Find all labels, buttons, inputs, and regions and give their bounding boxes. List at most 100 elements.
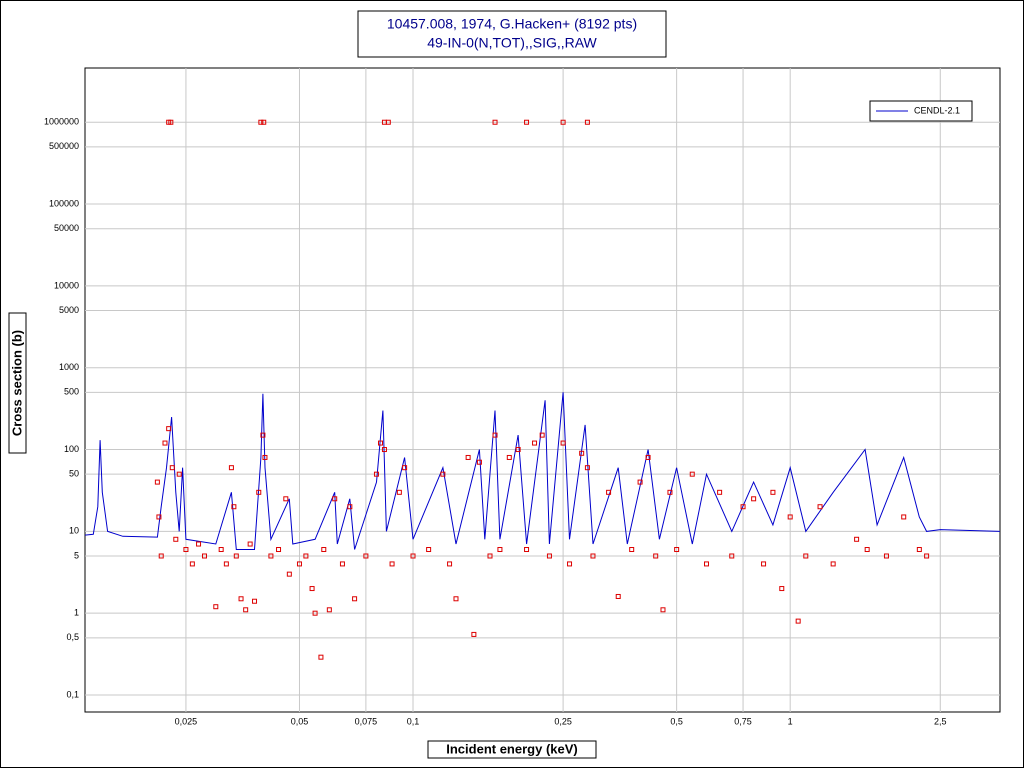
x-axis-label: Incident energy (keV) <box>446 741 577 756</box>
data-point <box>487 553 493 559</box>
data-point <box>660 607 666 613</box>
data-point <box>717 489 723 495</box>
data-point <box>276 547 282 553</box>
data-point <box>389 561 395 567</box>
data-point <box>447 561 453 567</box>
title-box <box>357 10 667 58</box>
data-point <box>326 607 332 613</box>
data-point <box>803 553 809 559</box>
data-point <box>261 119 267 125</box>
data-point <box>332 496 338 502</box>
data-point <box>615 593 621 599</box>
data-point <box>497 547 503 553</box>
data-point <box>385 119 391 125</box>
data-point <box>916 547 922 553</box>
data-point <box>471 631 477 637</box>
data-point <box>363 553 369 559</box>
x-tick-label: 2,5 <box>934 716 947 726</box>
y-tick-label: 0,5 <box>66 632 79 642</box>
data-point <box>231 504 237 510</box>
data-point <box>795 618 801 624</box>
x-tick-label: 0,25 <box>554 716 572 726</box>
y-tick-label: 1000000 <box>44 117 79 127</box>
data-point <box>524 547 530 553</box>
data-point <box>378 440 384 446</box>
data-point <box>506 454 512 460</box>
data-point <box>309 586 315 592</box>
y-tick-label: 50000 <box>54 223 79 233</box>
data-point <box>704 561 710 567</box>
data-point <box>560 119 566 125</box>
data-point <box>492 432 498 438</box>
data-point <box>396 489 402 495</box>
data-point <box>318 654 324 660</box>
data-point <box>740 504 746 510</box>
data-point <box>381 447 387 453</box>
data-point <box>854 536 860 542</box>
data-point <box>729 553 735 559</box>
data-point <box>321 547 327 553</box>
data-point <box>283 496 289 502</box>
data-point <box>183 547 189 553</box>
data-point <box>373 471 379 477</box>
data-point <box>196 541 202 547</box>
data-point <box>243 607 249 613</box>
data-point <box>201 553 207 559</box>
plot <box>85 119 1000 660</box>
data-point <box>247 541 253 547</box>
data-point <box>751 496 757 502</box>
x-tick-label: 0,075 <box>355 716 378 726</box>
data-point <box>817 504 823 510</box>
data-point <box>476 459 482 465</box>
data-point <box>546 553 552 559</box>
data-point <box>352 596 358 602</box>
y-tick-label: 0,1 <box>66 689 79 699</box>
y-tick-label: 500000 <box>49 141 79 151</box>
data-point <box>689 471 695 477</box>
data-point <box>440 471 446 477</box>
data-point <box>262 454 268 460</box>
data-point <box>268 553 274 559</box>
data-point <box>168 119 174 125</box>
data-point <box>590 553 596 559</box>
data-point <box>312 610 318 616</box>
data-point <box>515 447 521 453</box>
data-point <box>761 561 767 567</box>
data-point <box>584 465 590 471</box>
y-label-box <box>8 312 27 454</box>
y-axis-label: Cross section (b) <box>9 330 24 436</box>
data-point <box>567 561 573 567</box>
y-tick-label: 100 <box>64 444 79 454</box>
data-point <box>667 489 673 495</box>
x-tick-label: 1 <box>788 716 793 726</box>
data-point <box>924 553 930 559</box>
data-point <box>238 596 244 602</box>
data-point <box>883 553 889 559</box>
data-point <box>402 465 408 471</box>
data-point <box>539 432 545 438</box>
y-tick-label: 1000 <box>59 362 79 372</box>
legend-label: CENDL-2.1 <box>914 105 960 115</box>
data-point <box>629 547 635 553</box>
data-point <box>252 598 258 604</box>
data-point <box>864 547 870 553</box>
chart-subtitle: 49-IN-0(N,TOT),,SIG,,RAW <box>427 35 597 51</box>
x-tick-label: 0,025 <box>175 716 198 726</box>
data-point <box>233 553 239 559</box>
data-point <box>339 561 345 567</box>
data-point <box>256 489 262 495</box>
y-tick-label: 1 <box>74 608 79 618</box>
x-tick-label: 0,75 <box>734 716 752 726</box>
data-point <box>426 547 432 553</box>
x-tick-label: 0,5 <box>670 716 683 726</box>
plot-area <box>84 67 1001 713</box>
y-tick-label: 10000 <box>54 280 79 290</box>
data-point <box>162 440 168 446</box>
x-label-box <box>427 740 597 759</box>
data-point <box>218 547 224 553</box>
y-tick-label: 10 <box>69 526 79 536</box>
data-point <box>653 553 659 559</box>
data-point <box>532 440 538 446</box>
data-point <box>258 119 264 125</box>
